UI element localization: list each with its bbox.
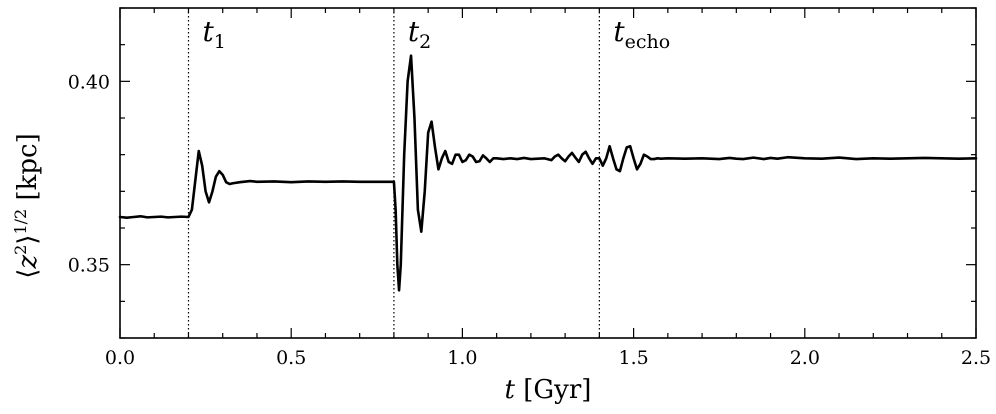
y-tick-label: 0.35 xyxy=(68,255,110,277)
event-markers: t1 t2 techo xyxy=(187,8,670,338)
x-tick-label: 2.0 xyxy=(790,347,820,369)
series-line xyxy=(118,54,978,292)
x-axis-label: t [Gyr] xyxy=(505,375,592,405)
marker-label: t1 xyxy=(202,15,225,53)
x-tick-label: 1.0 xyxy=(447,347,477,369)
x-tick-label: 0.5 xyxy=(276,347,306,369)
x-tick-label: 1.5 xyxy=(618,347,648,369)
axis-tick-labels: 0.0 0.5 1.0 1.5 2.0 2.5 0.35 0.40 xyxy=(68,71,991,369)
axis-ticks xyxy=(119,7,977,339)
y-tick-label: 0.40 xyxy=(68,71,110,93)
marker-label: techo xyxy=(613,15,670,53)
plot-frame xyxy=(119,7,977,339)
x-tick-label: 0.0 xyxy=(105,347,135,369)
x-tick-label: 2.5 xyxy=(961,347,991,369)
y-axis-label: ⟨z2⟩1/2 [kpc] xyxy=(11,133,43,278)
marker-label: t2 xyxy=(408,15,431,53)
